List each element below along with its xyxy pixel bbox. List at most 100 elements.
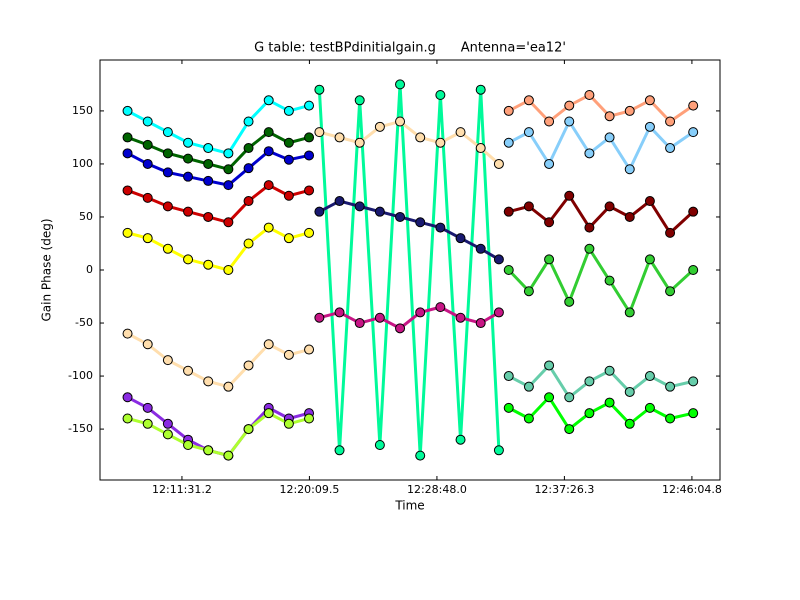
data-point (142, 418, 153, 429)
data-point (544, 254, 555, 265)
y-tick-label: 50 (79, 210, 93, 223)
data-point (523, 95, 534, 106)
data-point (314, 312, 325, 323)
data-point (644, 121, 655, 132)
data-point (183, 365, 194, 376)
plot-marks (122, 79, 699, 461)
data-point (644, 371, 655, 382)
data-point (162, 355, 173, 366)
data-point (354, 318, 365, 329)
data-point (455, 127, 466, 138)
data-point (604, 111, 615, 122)
data-point (665, 227, 676, 238)
data-point (263, 127, 274, 138)
data-point (142, 158, 153, 169)
data-point (688, 376, 699, 387)
data-point (283, 137, 294, 148)
data-point (122, 227, 133, 238)
data-point (688, 265, 699, 275)
x-tick-label: 12:28:48.0 (407, 483, 467, 496)
data-point (395, 79, 406, 90)
data-point (624, 105, 635, 116)
data-point (624, 211, 635, 222)
data-point (564, 100, 575, 111)
data-point (503, 206, 514, 217)
data-point (203, 175, 214, 186)
data-point (584, 222, 595, 233)
y-tick-label: 100 (72, 157, 93, 170)
data-point (223, 164, 234, 175)
data-point (162, 148, 173, 159)
data-point (604, 397, 615, 408)
data-point (374, 440, 385, 450)
data-point (142, 339, 153, 350)
x-tick-label: 12:37:26.3 (534, 483, 594, 496)
data-point (314, 84, 325, 95)
data-point (503, 371, 514, 382)
x-axis-label: Time (394, 499, 424, 513)
data-point (183, 171, 194, 182)
data-point (304, 413, 315, 424)
data-point (122, 105, 133, 116)
data-point (624, 164, 635, 175)
data-point (334, 196, 345, 207)
data-point (544, 392, 555, 403)
data-point (435, 222, 446, 233)
data-point (455, 312, 466, 323)
data-point (503, 265, 514, 275)
data-point (644, 254, 655, 265)
data-point (564, 424, 575, 435)
data-point (564, 116, 575, 127)
data-point (243, 238, 254, 249)
data-point (523, 127, 534, 138)
data-point (334, 445, 345, 456)
series-line (127, 183, 310, 224)
data-point (624, 386, 635, 397)
data-point (544, 217, 555, 228)
data-point (122, 392, 133, 403)
data-point (122, 413, 133, 424)
data-point (475, 84, 486, 95)
data-point (354, 137, 365, 148)
data-point (243, 163, 254, 174)
data-point (644, 196, 655, 207)
series-line (126, 149, 310, 187)
data-point (604, 275, 615, 286)
data-point (283, 233, 294, 244)
data-point (243, 196, 254, 207)
series-line (508, 193, 695, 236)
data-point (183, 254, 194, 265)
data-point (584, 243, 595, 254)
data-point (203, 376, 214, 387)
data-point (544, 116, 555, 127)
data-point (624, 418, 635, 429)
series-line (318, 199, 500, 261)
data-point (263, 222, 274, 233)
data-point (374, 312, 385, 323)
data-point (304, 344, 315, 355)
data-point (263, 339, 274, 350)
data-point (395, 116, 406, 127)
data-point (475, 318, 486, 329)
data-point (243, 116, 254, 127)
data-point (415, 132, 426, 143)
data-point (435, 302, 446, 313)
data-point (142, 402, 153, 413)
data-point (493, 307, 504, 318)
y-tick-label: -50 (75, 316, 93, 329)
data-point (263, 146, 274, 157)
data-point (584, 90, 595, 100)
data-point (564, 392, 575, 403)
data-point (415, 307, 426, 318)
series-line (508, 118, 695, 173)
data-point (223, 148, 234, 159)
series-line (508, 363, 694, 400)
data-point (243, 360, 254, 371)
data-point (604, 132, 615, 143)
data-point (223, 217, 234, 228)
chart-title: G table: testBPdinitialgain.g Antenna='e… (254, 41, 566, 56)
data-point (604, 365, 615, 376)
data-point (142, 233, 153, 244)
